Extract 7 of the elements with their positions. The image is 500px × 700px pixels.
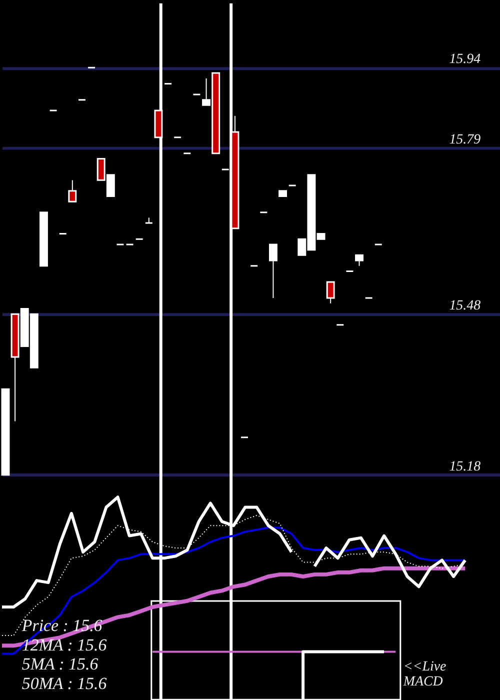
y-tick-label: 15.48 (449, 298, 481, 314)
annotation: <<Live MACD (402, 660, 446, 690)
annotation: 5MA : 15.6 (22, 654, 99, 674)
y-tick-label: 15.94 (449, 52, 481, 68)
annotation: 50MA : 15.6 (22, 674, 108, 694)
y-tick-label: 15.18 (449, 459, 481, 474)
y-tick-label: 15.79 (449, 132, 481, 148)
